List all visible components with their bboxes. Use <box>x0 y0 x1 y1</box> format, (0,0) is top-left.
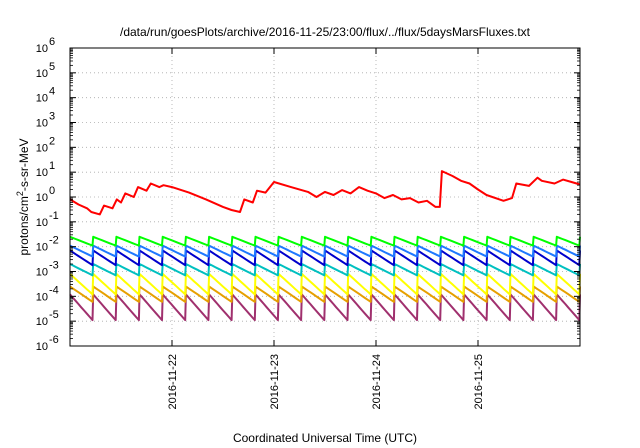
y-tick-exponent: 6 <box>49 36 55 48</box>
x-tick-label: 2016-11-24 <box>371 354 383 409</box>
series-layer <box>69 170 581 322</box>
y-tick-label: 10 <box>36 167 48 179</box>
x-axis: 2016-11-22 2016-11-23 2016-11-24 2016-11-25 <box>167 48 485 409</box>
y-tick-exponent: -2 <box>49 235 59 247</box>
y-tick-label: 10 <box>36 68 48 80</box>
y-tick-label: 10 <box>36 267 48 279</box>
x-tick-label: 2016-11-25 <box>473 354 485 409</box>
x-tick-label: 2016-11-23 <box>269 354 281 409</box>
x-tick-label: 2016-11-22 <box>167 354 179 409</box>
y-tick-exponent: 0 <box>49 185 55 197</box>
y-tick-label: 10 <box>36 118 48 130</box>
y-tick-exponent: 3 <box>49 111 55 123</box>
y-tick-exponent: -6 <box>49 334 59 346</box>
x-axis-label: Coordinated Universal Time (UTC) <box>233 431 417 445</box>
y-tick-exponent: -4 <box>49 284 59 296</box>
y-axis-label-base: protons/cm <box>17 196 31 255</box>
y-axis-label: protons/cm2-s-sr-MeV <box>15 138 31 255</box>
chart-title: /data/run/goesPlots/archive/2016-11-25/2… <box>120 25 531 39</box>
series-line <box>69 170 581 216</box>
y-axis-label-rest: -s-sr-MeV <box>17 138 31 191</box>
y-tick-exponent: -5 <box>49 309 59 321</box>
y-tick-exponent: -1 <box>49 210 59 222</box>
y-tick-label: 10 <box>36 217 48 229</box>
y-tick-exponent: 4 <box>49 86 55 98</box>
y-tick-label: 10 <box>36 242 48 254</box>
y-tick-label: 10 <box>36 192 48 204</box>
y-tick-exponent: 5 <box>49 61 55 73</box>
y-tick-exponent: 1 <box>49 160 55 172</box>
y-tick-label: 10 <box>36 316 48 328</box>
y-tick-label: 10 <box>36 341 48 353</box>
y-tick-label: 10 <box>36 93 48 105</box>
y-tick-label: 10 <box>36 43 48 55</box>
series-line <box>69 235 581 247</box>
y-axis: 10-610-510-410-310-210-11001011021031041… <box>36 36 580 353</box>
y-axis-label-sup: 2 <box>15 191 25 196</box>
y-tick-label: 10 <box>36 142 48 154</box>
y-tick-label: 10 <box>36 291 48 303</box>
y-tick-exponent: -3 <box>49 260 59 272</box>
y-tick-exponent: 2 <box>49 135 55 147</box>
